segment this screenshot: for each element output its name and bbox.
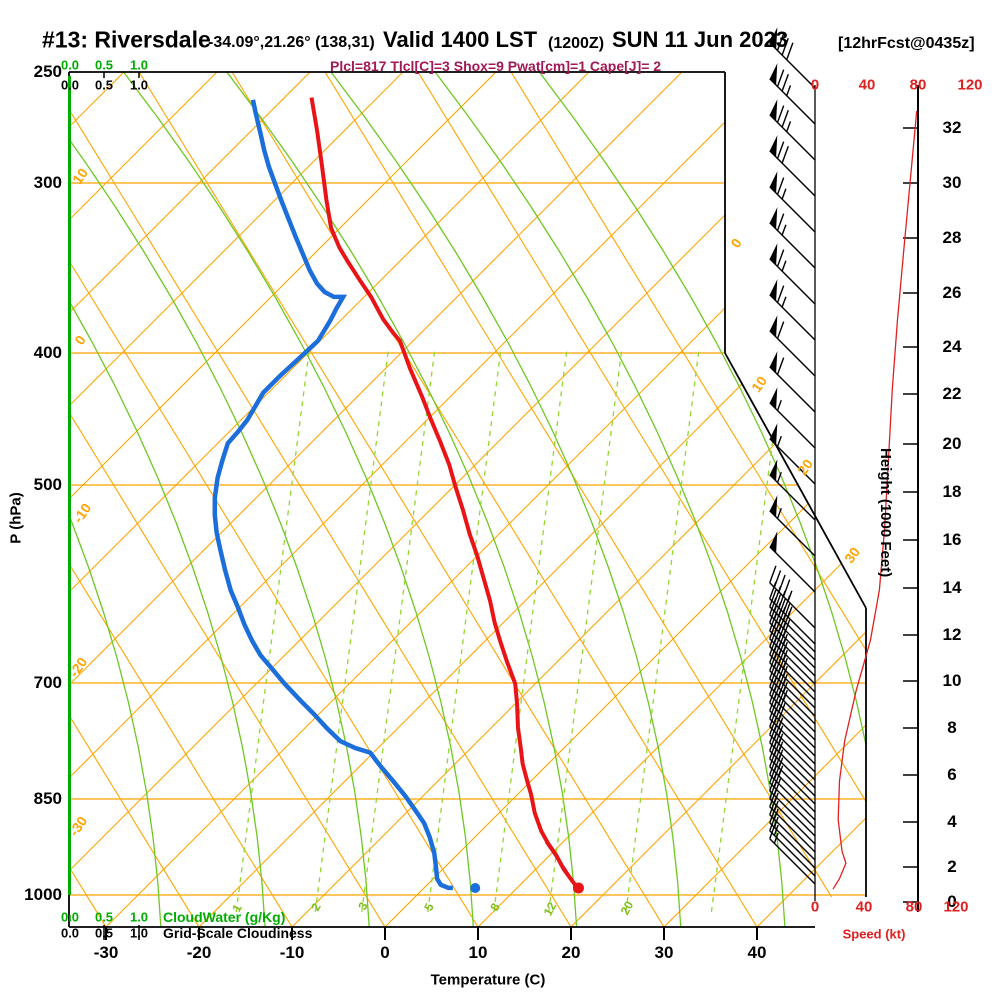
wind-speed-profile [832, 111, 918, 890]
mixing-ratio-lines [235, 349, 786, 913]
height-axis [903, 85, 919, 912]
axis-ticks [69, 72, 758, 940]
wind-barbs-column [769, 27, 816, 901]
plot-border [68, 71, 867, 928]
moist-adiabat-lines [69, 72, 866, 927]
pressure-gridlines [69, 182, 866, 896]
sounding-curves [212, 97, 584, 894]
